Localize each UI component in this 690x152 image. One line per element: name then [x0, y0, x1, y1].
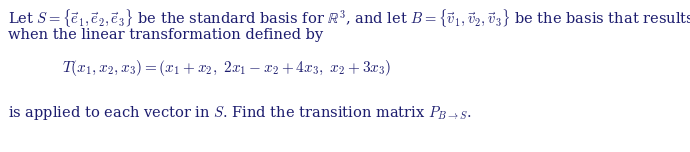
Text: is applied to each vector in $S$. Find the transition matrix $P_{B\rightarrow S}: is applied to each vector in $S$. Find t… — [8, 104, 472, 122]
Text: when the linear transformation defined by: when the linear transformation defined b… — [8, 28, 324, 42]
Text: Let $S = \{\vec{e}_1, \vec{e}_2, \vec{e}_3\}$ be the standard basis for $\mathbb: Let $S = \{\vec{e}_1, \vec{e}_2, \vec{e}… — [8, 8, 690, 29]
Text: $T(x_1, x_2, x_3) = (x_1 + x_2,\ 2x_1 - x_2 + 4x_3,\ x_2 + 3x_3)$: $T(x_1, x_2, x_3) = (x_1 + x_2,\ 2x_1 - … — [62, 58, 391, 78]
